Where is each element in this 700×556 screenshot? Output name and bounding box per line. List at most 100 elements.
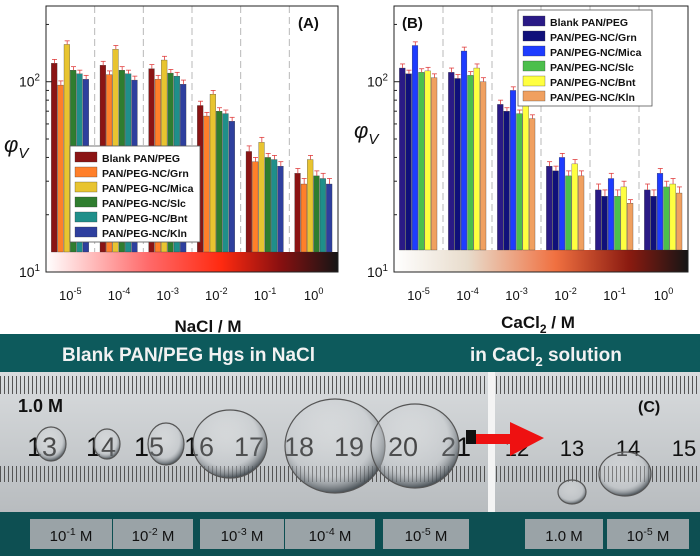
hydrogel-label: 10-5 M [405, 526, 448, 545]
x-tick-label-base: 10 [505, 288, 519, 303]
bar-grn [203, 115, 210, 253]
legend-label: Blank PAN/PEG [550, 17, 628, 29]
legend-label: PAN/PEG-NC/Bnt [102, 213, 188, 225]
bar-bMica [411, 45, 419, 251]
bar-bBnt [620, 186, 627, 251]
legend-label: PAN/PEG-NC/Mica [102, 183, 194, 195]
bar-slc [313, 175, 320, 253]
x-tick-label-exponent: -2 [220, 286, 228, 296]
y-tick-label: 101 [19, 263, 40, 280]
banner-right-text: in CaCl2 solution [470, 345, 622, 369]
legend-swatch-slc [74, 196, 98, 208]
hydrogel-label-exponent: -2 [148, 526, 157, 538]
bar-bnt [222, 113, 229, 253]
bar-bBlank [497, 104, 504, 251]
panel-c-label: (C) [638, 399, 660, 416]
y-tick-label-base: 10 [367, 264, 383, 280]
bar-blank [294, 173, 301, 253]
bar-bBnt [669, 183, 676, 251]
legend-label: PAN/PEG-NC/Bnt [550, 77, 636, 89]
bar-grn [252, 161, 259, 253]
y-tick-label-exponent: 1 [35, 263, 40, 274]
hydrogel-label-unit: M [158, 528, 175, 545]
x-axis-label-sub: 2 [540, 322, 547, 334]
transfer-arrow [466, 422, 544, 456]
x-tick-label-exponent: -4 [122, 286, 130, 296]
bar-bBlank [595, 189, 602, 251]
x-tick-label-base: 10 [654, 288, 668, 303]
y-tick-label-base: 10 [19, 264, 35, 280]
bar-bMica [607, 178, 615, 251]
hydrogel-labels: 10-1 M 10-2 M 10-3 M 10-4 M 10-5 M 1.0 M 10-5 … [30, 519, 689, 549]
y-tick-label-exponent: 2 [383, 73, 388, 84]
x-tick-label: 10-1 [254, 286, 277, 303]
hydrogel-label-unit: M [335, 528, 352, 545]
bar-bnt [319, 178, 326, 253]
legend-label: PAN/PEG-NC/Grn [102, 168, 189, 180]
hydrogel-label-box [200, 519, 284, 549]
x-axis-label-main: NaCl [174, 317, 213, 334]
legend-label: PAN/PEG-NC/Kln [102, 228, 187, 240]
concentration-gradient-bar [46, 252, 338, 272]
bar-bSlc [614, 196, 621, 251]
hydrogel-label-box [30, 519, 112, 549]
y-axis-label: φV [4, 132, 30, 162]
bar-bSlc [565, 175, 572, 251]
y-tick-label-base: 10 [367, 74, 383, 90]
y-axis-label-main: φ [4, 132, 18, 157]
hydrogel-label: 10-2 M [132, 526, 175, 545]
bar-mica [258, 142, 265, 253]
x-tick-label: 100 [654, 286, 674, 303]
x-tick-label: 10-3 [505, 286, 528, 303]
bar-bGrn [650, 196, 657, 251]
bar-kln [277, 165, 284, 253]
x-tick-label-exponent: -4 [471, 286, 479, 296]
bar-bGrn [503, 111, 510, 251]
x-tick-label: 10-2 [554, 286, 577, 303]
y-tick-label-exponent: 1 [383, 263, 388, 274]
y-axis-label-sub: V [368, 131, 380, 148]
x-tick-label-base: 10 [156, 288, 170, 303]
x-tick-label-exponent: 0 [668, 286, 673, 296]
bar-slc [264, 157, 271, 253]
bar-kln [228, 121, 235, 253]
bar-bSlc [516, 113, 523, 251]
hydrogel-sample [370, 403, 460, 489]
x-tick-label-exponent: 0 [318, 286, 323, 296]
hydrogel-label-unit: M [247, 528, 264, 545]
x-tick-label: 10-4 [456, 286, 479, 303]
hydrogel-label-base: 10 [627, 528, 644, 545]
hydrogel-sample [284, 398, 386, 494]
x-tick-label-exponent: -3 [520, 286, 528, 296]
hydrogel-sample [598, 451, 652, 497]
bar-bKln [676, 192, 683, 251]
bar-bnt [271, 159, 278, 253]
hydrogel-label-base: 10 [50, 528, 67, 545]
bar-bBlank [399, 67, 406, 251]
hydrogel-label-exponent: -3 [237, 526, 246, 538]
hydrogel-sample [557, 479, 587, 505]
x-tick-label-base: 10 [603, 288, 617, 303]
x-tick-label-base: 10 [456, 288, 470, 303]
bar-bGrn [601, 196, 608, 251]
x-tick-label-base: 10 [108, 288, 122, 303]
hydrogel-label-exponent: -1 [66, 526, 75, 538]
legend-swatch-bMica [522, 45, 546, 57]
x-tick-label: 10-5 [407, 286, 430, 303]
legend-label: PAN/PEG-NC/Slc [550, 62, 634, 74]
legend-swatch-grn [74, 166, 98, 178]
x-tick-label: 10-3 [156, 286, 179, 303]
legend-swatch-blank [74, 151, 98, 163]
bar-bGrn [454, 78, 461, 251]
bar-bBlank [448, 72, 455, 251]
bar-bSlc [467, 75, 474, 251]
hydrogel-label-base: 1.0 [545, 528, 566, 545]
hydrogel-samples-left [35, 398, 652, 505]
panel-label: (B) [402, 15, 423, 32]
x-tick-label: 10-5 [59, 286, 82, 303]
legend-swatch-bKln [522, 90, 546, 102]
hydrogel-label-exponent: -5 [643, 526, 652, 538]
y-tick-label-exponent: 2 [35, 73, 40, 84]
bar-bMica [509, 90, 517, 251]
bar-bMica [558, 157, 566, 251]
